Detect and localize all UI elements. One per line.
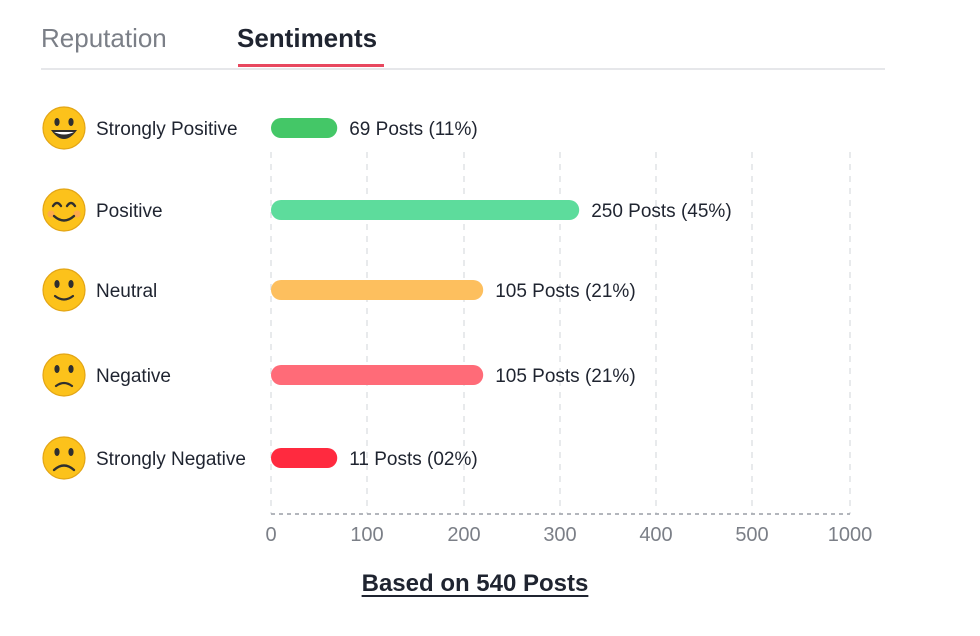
posts-total-link[interactable]: Based on 540 Posts [361, 570, 589, 597]
data-label: 69 Posts (11%) [349, 119, 477, 140]
data-label: 11 Posts (02%) [349, 449, 477, 470]
bar [271, 200, 580, 220]
slightly-frowning-face-icon [42, 353, 86, 397]
category-label: Strongly Positive [96, 119, 238, 140]
tab-sentiments[interactable]: Sentiments [237, 23, 378, 53]
slightly-smiling-face-icon [42, 268, 86, 312]
data-label: 105 Posts (21%) [495, 366, 635, 387]
bar [271, 280, 484, 300]
x-tick-label: 0 [265, 524, 276, 546]
data-label: 105 Posts (21%) [495, 281, 635, 302]
category-label: Negative [96, 366, 171, 387]
grinning-face-icon [42, 106, 86, 150]
category-label: Strongly Negative [96, 449, 246, 470]
x-tick-label: 200 [447, 524, 480, 546]
x-tick-label: 300 [543, 524, 576, 546]
bar [271, 365, 484, 385]
smiling-face-icon [42, 188, 86, 232]
x-tick-label: 400 [639, 524, 672, 546]
bar [271, 448, 338, 468]
tab-reputation[interactable]: Reputation [41, 23, 167, 53]
x-tick-label: 1000 [828, 524, 873, 546]
x-tick-label: 100 [350, 524, 383, 546]
category-label: Neutral [96, 281, 157, 302]
frowning-face-icon [42, 436, 86, 480]
tab-bar: Reputation Sentiments [41, 22, 885, 70]
x-tick-label: 500 [735, 524, 768, 546]
sentiment-bar-chart: 0 100 200 300 400 500 1000 Strongly Positive 69 … [42, 106, 873, 546]
category-label: Positive [96, 201, 163, 222]
bar [271, 118, 338, 138]
active-tab-indicator [238, 64, 384, 67]
data-label: 250 Posts (45%) [591, 201, 731, 222]
